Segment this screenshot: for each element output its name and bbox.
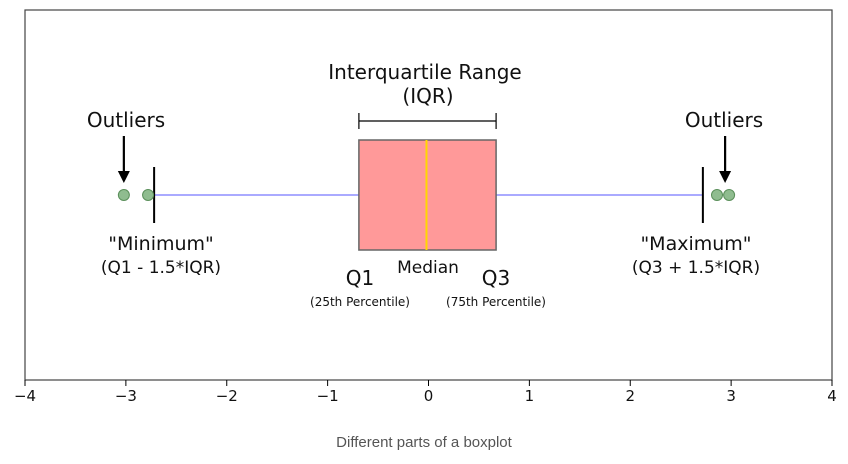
median-label: Median — [397, 258, 459, 278]
x-tick-label: 4 — [827, 387, 837, 405]
outlier-point — [723, 189, 736, 201]
outlier-point — [142, 189, 155, 201]
x-tick-label: −2 — [216, 387, 238, 405]
q3-note: (75th Percentile) — [446, 295, 546, 309]
outlier-arrow-left-head — [117, 171, 130, 183]
x-tick-label: −3 — [115, 387, 137, 405]
x-tick-label: 3 — [726, 387, 736, 405]
maximum-formula: (Q3 + 1.5*IQR) — [632, 258, 760, 278]
x-tick-label: 0 — [424, 387, 434, 405]
outlier-point — [117, 189, 130, 201]
outlier-point — [711, 189, 724, 201]
q3-label: Q3 — [482, 266, 510, 290]
iqr-box — [358, 139, 497, 251]
boxplot-chart: −4 −3 −2 −1 0 1 2 3 4 Interquartile Range (IQR) … — [14, 9, 837, 405]
outliers-left-label: Outliers — [87, 108, 165, 132]
minimum-label: "Minimum" — [108, 233, 214, 255]
minimum-formula: (Q1 - 1.5*IQR) — [101, 258, 221, 278]
x-tick-label: 1 — [525, 387, 535, 405]
x-tick-label: −4 — [14, 387, 36, 405]
x-tick-label: −1 — [317, 387, 339, 405]
q1-label: Q1 — [346, 266, 374, 290]
x-tick-label: 2 — [625, 387, 635, 405]
outlier-arrow-right-head — [719, 171, 732, 183]
iqr-abbr: (IQR) — [402, 84, 453, 108]
outliers-right-label: Outliers — [685, 108, 763, 132]
q1-note: (25th Percentile) — [310, 295, 410, 309]
maximum-label: "Maximum" — [640, 233, 751, 255]
figure-caption: Different parts of a boxplot — [336, 434, 512, 451]
iqr-title: Interquartile Range — [328, 60, 521, 84]
